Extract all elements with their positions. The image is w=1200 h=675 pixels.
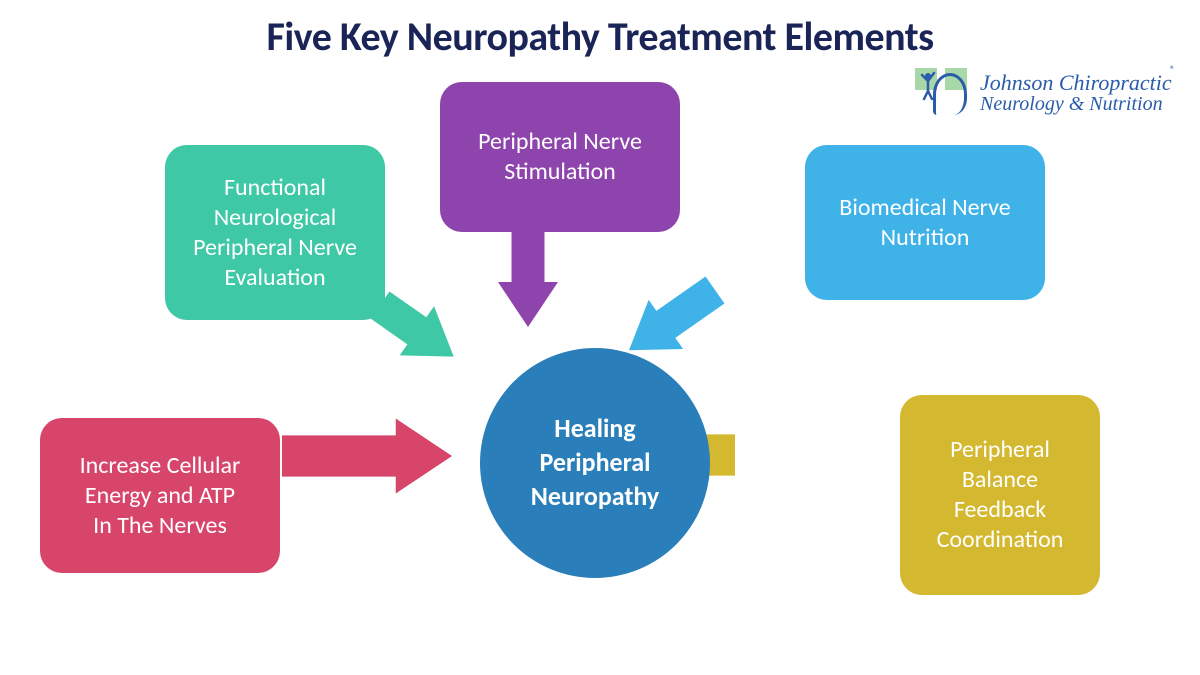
element-increase-cellular-energy: Increase CellularEnergy and ATPIn The Ne… [40,418,280,573]
element-peripheral-nerve-stimulation: Peripheral NerveStimulation [440,82,680,232]
logo-text: Johnson Chiropractic Neurology & Nutriti… [980,72,1172,114]
box-label: FunctionalNeurologicalPeripheral NerveEv… [193,173,357,293]
center-goal: HealingPeripheralNeuropathy [480,348,710,578]
box-label: PeripheralBalanceFeedbackCoordination [937,435,1064,555]
box-label: Biomedical NerveNutrition [839,193,1010,253]
brand-logo: Johnson Chiropractic Neurology & Nutriti… [915,58,1175,128]
element-functional-neurological-evaluation: FunctionalNeurologicalPeripheral NerveEv… [165,145,385,320]
registered-mark: ® [1170,63,1175,76]
element-biomedical-nerve-nutrition: Biomedical NerveNutrition [805,145,1045,300]
logo-line1: Johnson Chiropractic [980,72,1172,94]
element-peripheral-balance-feedback: PeripheralBalanceFeedbackCoordination [900,395,1100,595]
box-label: Increase CellularEnergy and ATPIn The Ne… [80,451,241,541]
logo-icon [915,63,975,123]
page-title: Five Key Neuropathy Treatment Elements [0,12,1200,61]
box-label: Peripheral NerveStimulation [478,127,642,187]
logo-line2: Neurology & Nutrition [980,94,1172,114]
center-label: HealingPeripheralNeuropathy [531,412,659,513]
